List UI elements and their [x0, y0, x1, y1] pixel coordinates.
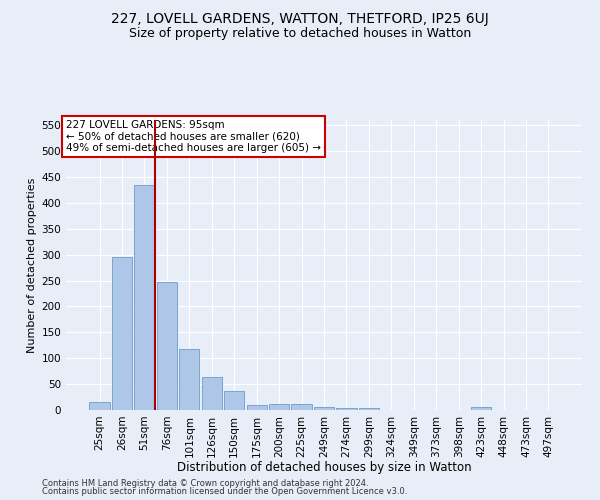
Bar [134, 184, 155, 410]
Bar [179, 349, 199, 410]
Bar [292, 404, 311, 410]
Bar [359, 408, 379, 410]
Bar [157, 282, 177, 410]
Bar [269, 404, 289, 410]
Bar [247, 406, 267, 410]
Text: Contains HM Land Registry data © Crown copyright and database right 2024.: Contains HM Land Registry data © Crown c… [42, 478, 368, 488]
Bar [224, 392, 244, 410]
Text: Contains public sector information licensed under the Open Government Licence v3: Contains public sector information licen… [42, 487, 407, 496]
X-axis label: Distribution of detached houses by size in Watton: Distribution of detached houses by size … [176, 461, 472, 474]
Bar [112, 257, 132, 410]
Bar [202, 378, 222, 410]
Bar [89, 402, 110, 410]
Y-axis label: Number of detached properties: Number of detached properties [27, 178, 37, 352]
Bar [314, 408, 334, 410]
Text: 227 LOVELL GARDENS: 95sqm
← 50% of detached houses are smaller (620)
49% of semi: 227 LOVELL GARDENS: 95sqm ← 50% of detac… [66, 120, 321, 153]
Text: 227, LOVELL GARDENS, WATTON, THETFORD, IP25 6UJ: 227, LOVELL GARDENS, WATTON, THETFORD, I… [111, 12, 489, 26]
Text: Size of property relative to detached houses in Watton: Size of property relative to detached ho… [129, 28, 471, 40]
Bar [471, 408, 491, 410]
Bar [337, 408, 356, 410]
